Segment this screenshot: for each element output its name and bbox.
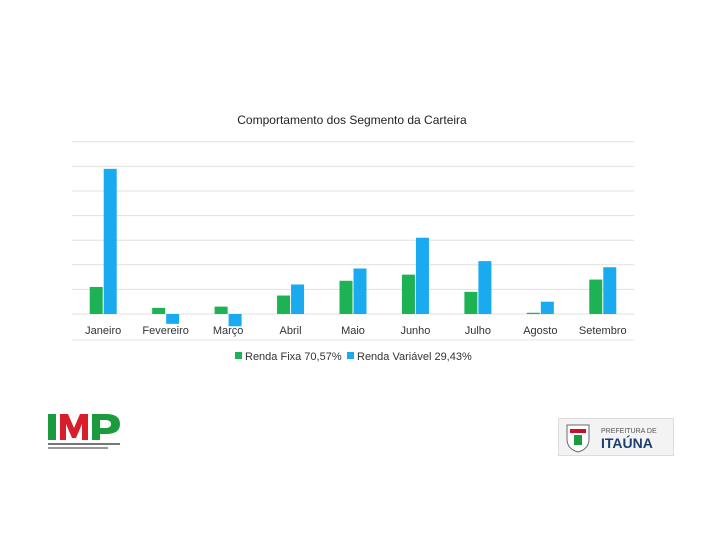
logo-bottom-text: ITAÚNA (601, 434, 653, 451)
bar-renda-variavel-2 (228, 314, 242, 327)
bar-renda-variavel-4 (353, 268, 367, 314)
bar-renda-fixa-4 (339, 280, 353, 314)
bar-renda-variavel-6 (478, 261, 492, 314)
bar-renda-fixa-1 (152, 307, 166, 314)
bar-renda-variavel-8 (603, 267, 617, 314)
logo-top-text: PREFEITURA DE (601, 428, 657, 435)
bar-renda-fixa-6 (464, 291, 478, 314)
bar-renda-fixa-0 (89, 286, 103, 314)
legend-label: Renda Fixa 70,57% (245, 351, 342, 363)
imp-logo (46, 410, 126, 454)
bar-renda-variavel-1 (166, 314, 180, 324)
x-tick-label: Fevereiro (142, 325, 188, 337)
legend-label: Renda Variável 29,43% (357, 351, 472, 363)
x-tick-label: Abril (280, 325, 302, 337)
legend-swatch (235, 352, 242, 359)
gridlines (72, 141, 634, 341)
bar-renda-fixa-7 (526, 312, 540, 314)
bars (89, 168, 617, 327)
bar-renda-variavel-7 (540, 301, 554, 314)
x-tick-label: Agosto (523, 325, 557, 337)
bar-renda-variavel-0 (103, 168, 117, 314)
chart-title: Comportamento dos Segmento da Carteira (237, 113, 467, 127)
x-tick-label: Janeiro (85, 325, 121, 337)
bar-renda-fixa-3 (277, 295, 291, 314)
bar-renda-variavel-5 (415, 237, 429, 314)
x-tick-labels: Janeiro Fevereiro Março Abril Maio Junho Julho… (85, 325, 626, 337)
bar-renda-fixa-8 (589, 279, 603, 314)
legend: Renda Fixa 70,57% Renda Variável 29,43% (235, 351, 472, 363)
x-tick-label: Março (213, 325, 244, 337)
legend-swatch (347, 352, 354, 359)
bar-renda-variavel-3 (291, 284, 305, 314)
x-tick-label: Maio (341, 325, 365, 337)
bar-renda-fixa-2 (214, 306, 228, 314)
x-tick-label: Junho (400, 325, 430, 337)
x-tick-label: Setembro (579, 325, 627, 337)
bar-renda-fixa-5 (401, 274, 415, 314)
prefeitura-itauna-logo: PREFEITURA DE ITAÚNA (558, 418, 674, 456)
x-tick-label: Julho (465, 325, 491, 337)
